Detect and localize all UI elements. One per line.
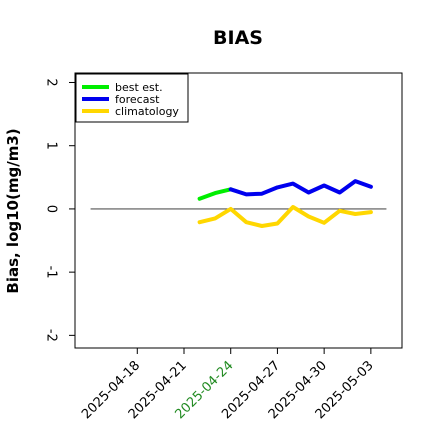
y-tick-label: -1 — [43, 266, 58, 279]
y-axis-label: Bias, log10(mg/m3) — [4, 128, 22, 293]
y-tick-label: 1 — [43, 142, 58, 150]
y-tick-label: 0 — [43, 205, 58, 213]
y-axis: 2 1 0 -1 -2 — [43, 78, 75, 342]
x-axis: 2025-04-182025-04-212025-04-242025-04-27… — [79, 348, 377, 422]
legend-label: best est. — [115, 81, 163, 94]
y-tick-label: -2 — [43, 329, 58, 342]
series-layer — [197, 179, 373, 228]
series-line-forecast — [228, 179, 373, 197]
series-line-best-est — [197, 187, 233, 201]
series-line-climatology — [197, 205, 373, 228]
legend-label: forecast — [115, 93, 160, 106]
chart-title: BIAS — [213, 27, 263, 49]
plot-area-frame — [74, 72, 403, 349]
legend-label: climatology — [115, 105, 179, 118]
y-tick-label: 2 — [43, 78, 58, 86]
